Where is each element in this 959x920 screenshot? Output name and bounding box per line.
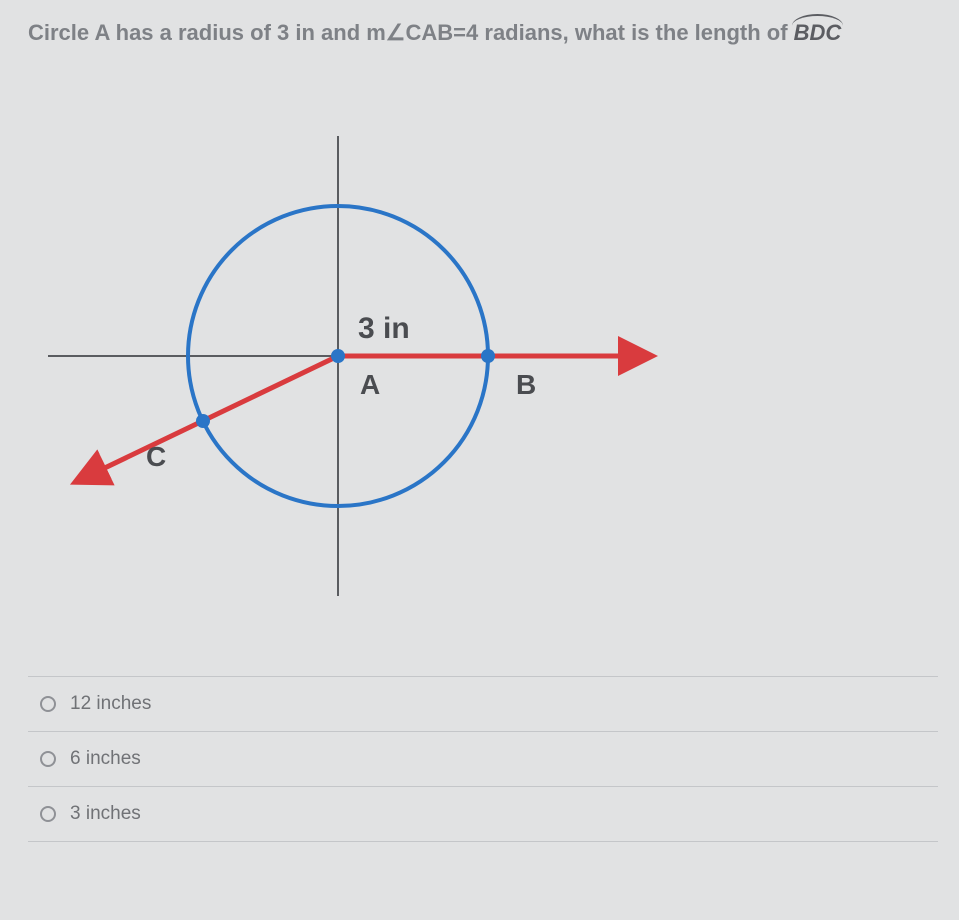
options-list: 12 inches 6 inches 3 inches (28, 676, 938, 842)
arc-label: BDC (794, 20, 842, 46)
radio-icon (40, 751, 56, 767)
label-radius: 3 in (358, 312, 410, 345)
point-center (331, 349, 345, 363)
option-row[interactable]: 12 inches (28, 676, 938, 731)
option-row[interactable]: 3 inches (28, 786, 938, 842)
radio-icon (40, 696, 56, 712)
option-row[interactable]: 6 inches (28, 731, 938, 786)
diagram-svg: 3 in A B C (18, 76, 658, 636)
label-c: C (146, 441, 166, 472)
point-b (481, 349, 495, 363)
ray-ac (88, 356, 338, 476)
page: Circle A has a radius of 3 in and m∠CAB=… (0, 0, 959, 920)
label-b: B (516, 369, 536, 400)
option-label: 3 inches (70, 803, 141, 825)
radio-icon (40, 806, 56, 822)
diagram: 3 in A B C (18, 76, 658, 636)
option-label: 6 inches (70, 748, 141, 770)
point-c (196, 414, 210, 428)
question-text: Circle A has a radius of 3 in and m∠CAB=… (28, 20, 959, 46)
question-prefix: Circle A has a radius of 3 in and m∠CAB=… (28, 20, 794, 45)
label-a: A (360, 369, 380, 400)
option-label: 12 inches (70, 693, 151, 715)
